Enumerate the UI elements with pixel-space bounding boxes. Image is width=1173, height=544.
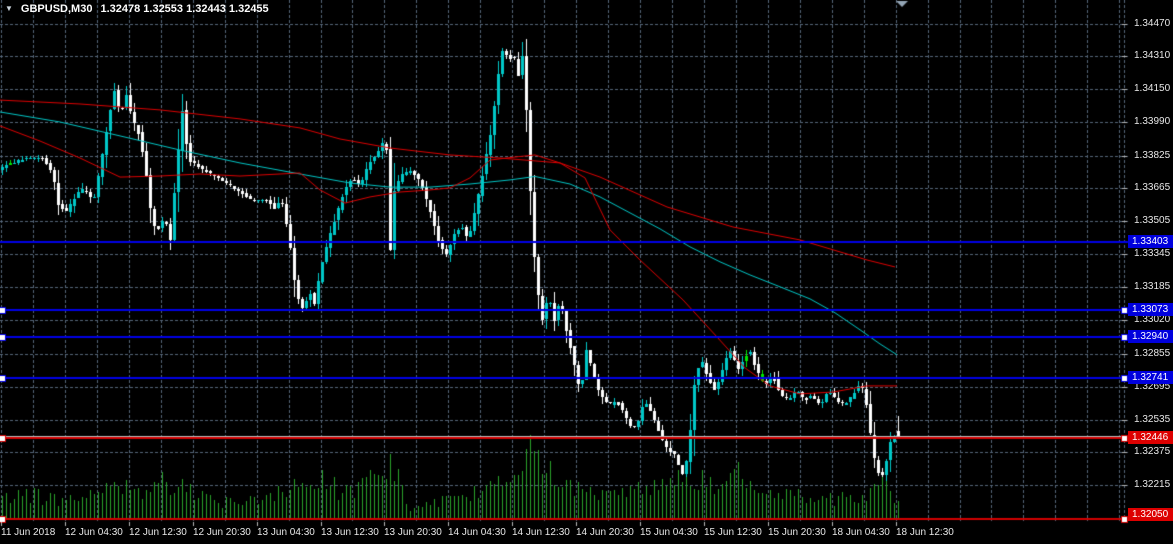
price-axis-label: 1.33020 — [1134, 314, 1171, 325]
time-axis-label: 14 Jun 04:30 — [448, 527, 506, 538]
time-axis-label: 14 Jun 20:30 — [576, 527, 634, 538]
price-axis-label: 1.32535 — [1134, 414, 1171, 425]
price-level-tag: 1.32741 — [1128, 371, 1173, 384]
time-axis-label: 12 Jun 20:30 — [193, 527, 251, 538]
time-axis-label: 14 Jun 12:30 — [512, 527, 570, 538]
time-axis-label: 15 Jun 04:30 — [640, 527, 698, 538]
price-axis-label: 1.33345 — [1134, 248, 1171, 259]
time-axis-label: 18 Jun 12:30 — [896, 527, 954, 538]
price-axis-label: 1.33665 — [1134, 182, 1171, 193]
time-axis-label: 12 Jun 04:30 — [65, 527, 123, 538]
price-axis-label: 1.32375 — [1134, 446, 1171, 457]
price-level-tag: 1.32446 — [1128, 431, 1173, 444]
price-level-tag: 1.33073 — [1128, 303, 1173, 316]
price-axis-label: 1.33185 — [1134, 281, 1171, 292]
price-axis-label: 1.32695 — [1134, 381, 1171, 392]
time-axis-label: 11 Jun 2018 — [1, 527, 56, 538]
price-axis-label: 1.33505 — [1134, 215, 1171, 226]
time-axis-label: 18 Jun 04:30 — [832, 527, 890, 538]
time-axis-label: 13 Jun 04:30 — [257, 527, 315, 538]
time-axis-label: 13 Jun 12:30 — [321, 527, 379, 538]
price-axis-label: 1.34310 — [1134, 50, 1171, 61]
symbol-period-label: GBPUSD,M30 — [20, 3, 93, 15]
price-axis-label: 1.32855 — [1134, 348, 1171, 359]
price-level-tag: 1.32050 — [1128, 508, 1173, 521]
symbol-dropdown-icon[interactable]: ▼ — [5, 4, 13, 13]
time-axis-label: 13 Jun 20:30 — [384, 527, 442, 538]
time-axis-label: 15 Jun 12:30 — [704, 527, 762, 538]
price-axis-label: 1.34150 — [1134, 83, 1171, 94]
price-axis-label: 1.34470 — [1134, 18, 1171, 29]
price-axis-label: 1.33825 — [1134, 150, 1171, 161]
time-axis-label: 12 Jun 12:30 — [129, 527, 187, 538]
price-level-tag: 1.33403 — [1128, 235, 1173, 248]
time-axis-label: 15 Jun 20:30 — [768, 527, 826, 538]
time-axis[interactable]: 11 Jun 2018 12 Jun 04:30 12 Jun 12:30 12 Ju… — [0, 522, 1173, 544]
ohlc-readout: 1.32478 1.32553 1.32443 1.32455 — [100, 3, 269, 15]
price-axis-label: 1.32215 — [1134, 479, 1171, 490]
price-axis[interactable]: 1.34470 1.34310 1.34150 1.33990 1.33825 1.336… — [1128, 0, 1173, 522]
price-axis-label: 1.33990 — [1134, 116, 1171, 127]
chart-title: ▼ GBPUSD,M30 1.32478 1.32553 1.32443 1.3… — [5, 3, 269, 15]
price-level-tag: 1.32940 — [1128, 330, 1173, 343]
